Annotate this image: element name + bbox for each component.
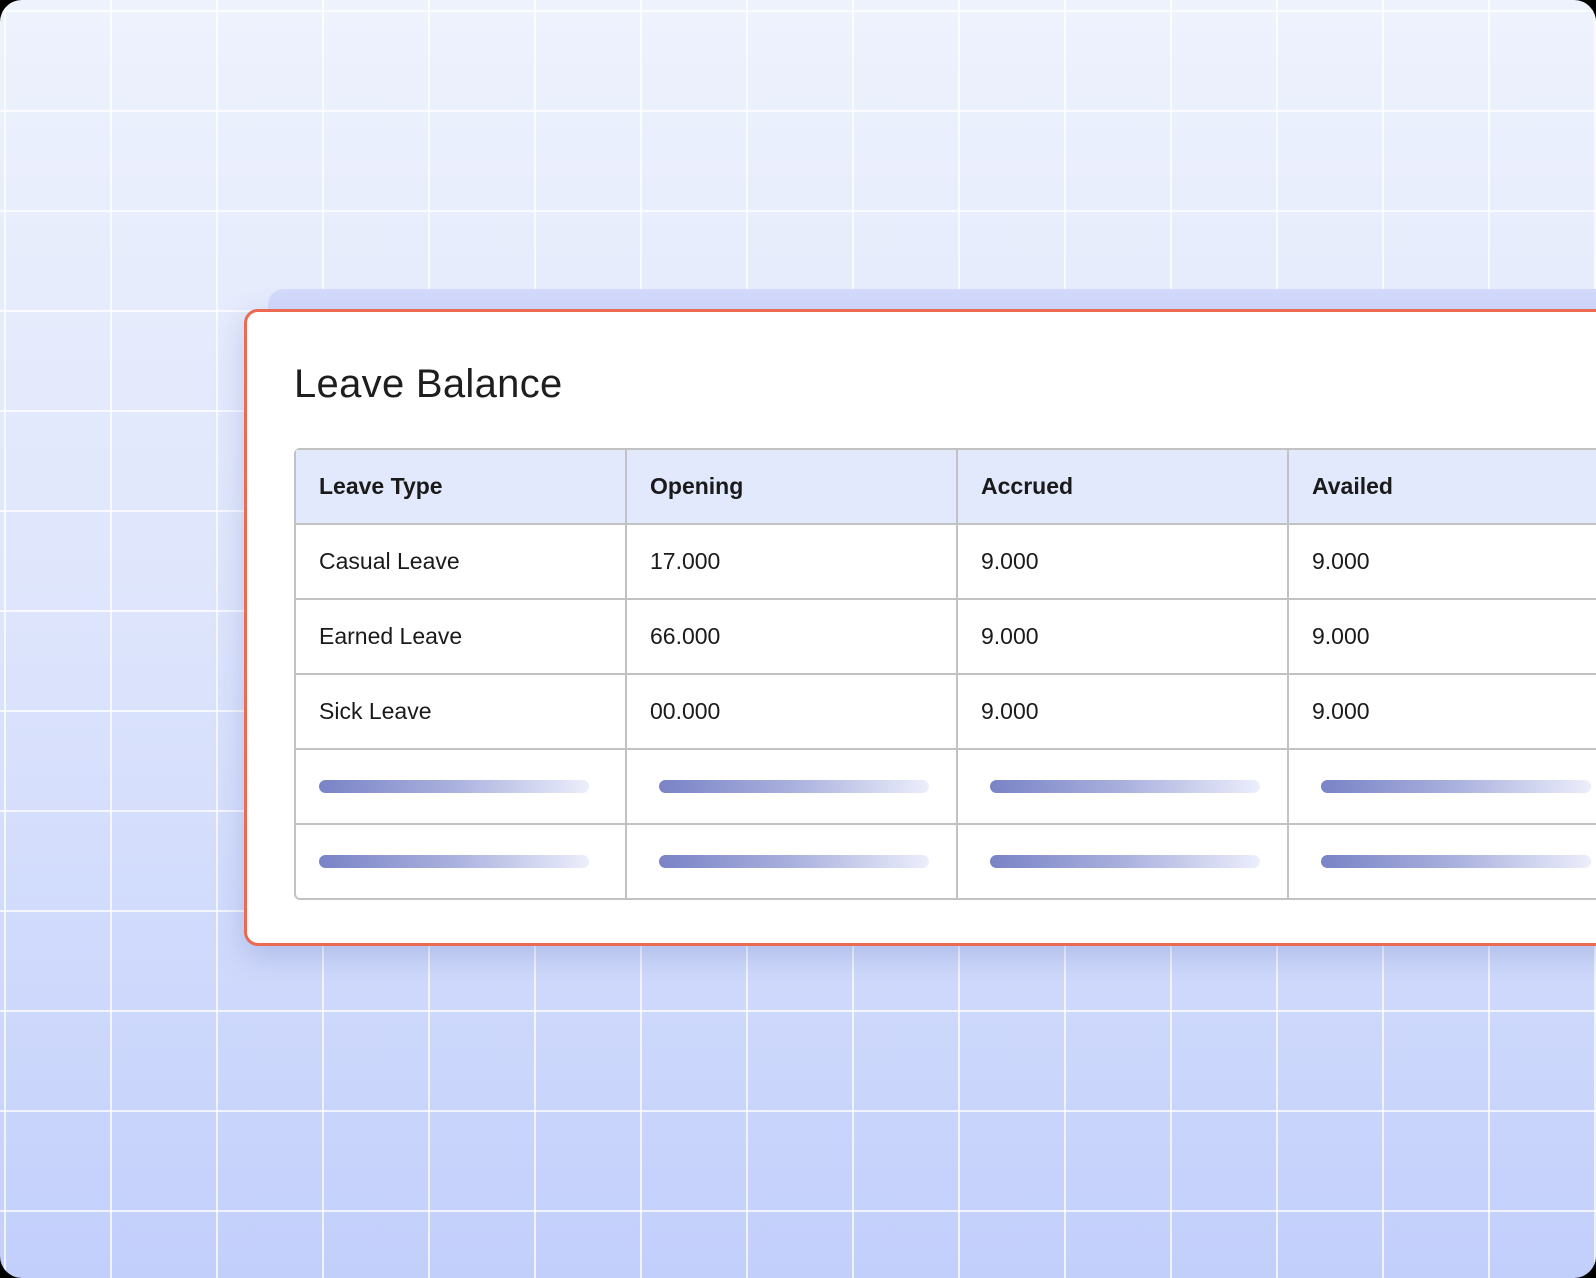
cell-accrued: 9.000 <box>958 600 1289 675</box>
skeleton-bar <box>990 780 1260 793</box>
skeleton-bar <box>319 780 589 793</box>
cell-leave-type: Sick Leave <box>296 675 627 750</box>
cell-opening: 17.000 <box>627 525 958 600</box>
column-header-opening: Opening <box>627 450 958 525</box>
table-row: Earned Leave 66.000 9.000 9.000 <box>296 600 1596 675</box>
column-header-leave-type: Leave Type <box>296 450 627 525</box>
skeleton-cell <box>627 750 958 825</box>
cell-leave-type: Casual Leave <box>296 525 627 600</box>
skeleton-cell <box>296 750 627 825</box>
skeleton-bar <box>1321 855 1591 868</box>
skeleton-bar <box>659 780 929 793</box>
skeleton-cell <box>1289 750 1596 825</box>
column-header-availed: Availed <box>1289 450 1596 525</box>
card-title: Leave Balance <box>294 362 563 406</box>
cell-opening: 66.000 <box>627 600 958 675</box>
cell-availed: 9.000 <box>1289 600 1596 675</box>
cell-leave-type: Earned Leave <box>296 600 627 675</box>
column-header-accrued: Accrued <box>958 450 1289 525</box>
cell-availed: 9.000 <box>1289 675 1596 750</box>
leave-balance-table: Leave Type Opening Accrued Availed Casua… <box>294 448 1596 900</box>
skeleton-cell <box>627 825 958 898</box>
skeleton-bar <box>319 855 589 868</box>
cell-accrued: 9.000 <box>958 675 1289 750</box>
skeleton-cell <box>296 825 627 898</box>
cell-opening: 00.000 <box>627 675 958 750</box>
table-header-row: Leave Type Opening Accrued Availed <box>296 450 1596 525</box>
skeleton-cell <box>958 825 1289 898</box>
table-row: Casual Leave 17.000 9.000 9.000 <box>296 525 1596 600</box>
cell-availed: 9.000 <box>1289 525 1596 600</box>
skeleton-bar <box>990 855 1260 868</box>
skeleton-cell <box>1289 825 1596 898</box>
skeleton-bar <box>659 855 929 868</box>
skeleton-bar <box>1321 780 1591 793</box>
cell-accrued: 9.000 <box>958 525 1289 600</box>
placeholder-row <box>296 750 1596 825</box>
skeleton-cell <box>958 750 1289 825</box>
leave-balance-card: Leave Balance Leave Type Opening Accrued… <box>244 309 1596 946</box>
table-row: Sick Leave 00.000 9.000 9.000 <box>296 675 1596 750</box>
placeholder-row <box>296 825 1596 898</box>
